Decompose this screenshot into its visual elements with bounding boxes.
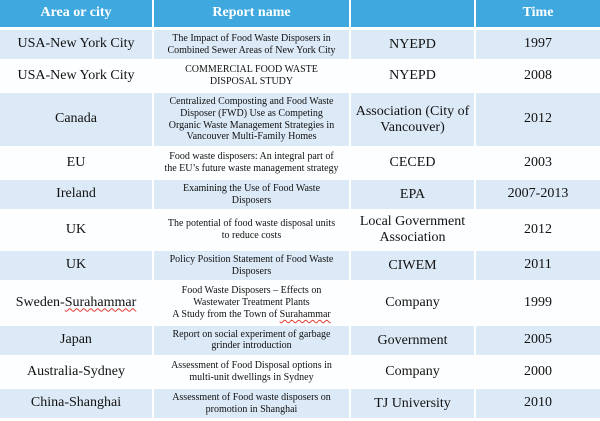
area-cell: UK	[0, 210, 154, 251]
organization-cell: NYEPD	[350, 28, 476, 62]
time-cell: 2012	[475, 210, 600, 251]
table-row: UK Policy Position Statement of Food Was…	[0, 249, 600, 283]
area-cell: Sweden-Surahammar	[0, 281, 154, 326]
col-header-organization	[350, 0, 476, 30]
area-cell: Ireland	[0, 178, 154, 212]
area-cell: USA-New York City	[0, 60, 154, 93]
time-cell: 2008	[475, 60, 600, 93]
time-cell: 2003	[475, 147, 600, 180]
table-row: Canada Centralized Composting and Food W…	[0, 91, 600, 149]
time-cell: 2009	[475, 419, 600, 421]
area-cell: China-Shanghai	[0, 387, 154, 421]
spellcheck-underline: Surahammar	[64, 294, 137, 310]
area-cell: Australia-Sydney	[0, 356, 154, 389]
report-name-cell: Assessment of Food waste disposers on pr…	[153, 387, 351, 421]
area-cell: Canada	[0, 91, 154, 149]
organization-cell: Association (City of Vancouver)	[350, 91, 476, 149]
organization-cell: CECED	[350, 147, 476, 180]
organization-cell: Government	[350, 324, 476, 358]
organization-cell: NYEPD	[350, 60, 476, 93]
organization-cell: EPA	[350, 178, 476, 212]
report-name-cell: Centralized Composting and Food Waste Di…	[153, 91, 351, 149]
organization-cell: Company	[350, 356, 476, 389]
organization-cell: Local Government Association	[350, 210, 476, 251]
area-cell: EU	[0, 147, 154, 180]
report-name-cell: Policy Position Statement of Food Waste …	[153, 249, 351, 283]
report-name-cell: Examining the Use of Food Waste Disposer…	[153, 178, 351, 212]
time-cell: 2011	[475, 249, 600, 283]
time-cell: 2005	[475, 324, 600, 358]
report-name-cell: Assessment of Food Disposal options in m…	[153, 356, 351, 389]
report-name-cell: Report on social experiment of garbage g…	[153, 324, 351, 358]
report-name-cell: The potential of food waste disposal uni…	[153, 210, 351, 251]
table-row: UK The potential of food waste disposal …	[0, 210, 600, 251]
col-header-area: Area or city	[0, 0, 154, 30]
time-cell: 2007-2013	[475, 178, 600, 212]
time-cell: 2000	[475, 356, 600, 389]
table-row: Ireland Examining the Use of Food Waste …	[0, 178, 600, 212]
time-cell: 1999	[475, 281, 600, 326]
report-name-cell: COMMERCIAL FOOD WASTE DISPOSAL STUDY	[153, 60, 351, 93]
table-header: Area or city Report name Time	[0, 0, 600, 30]
table-row: EU Food waste disposers: An integral par…	[0, 147, 600, 180]
organization-cell: TJ University	[350, 387, 476, 421]
area-cell: China-Ningbo	[0, 419, 154, 421]
spellcheck-underline: Surahammar	[279, 308, 331, 320]
area-cell: UK	[0, 249, 154, 283]
report-name-cell: Food waste disposers: An integral part o…	[153, 147, 351, 180]
header-row: Area or city Report name Time	[0, 0, 600, 30]
table-row: China-Shanghai Assessment of Food waste …	[0, 387, 600, 421]
time-cell: 2010	[475, 387, 600, 421]
table-row: USA-New York City COMMERCIAL FOOD WASTE …	[0, 60, 600, 93]
area-cell: Japan	[0, 324, 154, 358]
area-cell: USA-New York City	[0, 28, 154, 62]
table-row: Japan Report on social experiment of gar…	[0, 324, 600, 358]
table-row: China-Ningbo Impact of FWD on domestic w…	[0, 419, 600, 421]
time-cell: 1997	[475, 28, 600, 62]
table-row: Australia-Sydney Assessment of Food Disp…	[0, 356, 600, 389]
time-cell: 2012	[475, 91, 600, 149]
report-name-cell: Impact of FWD on domestic wastewater	[153, 419, 351, 421]
organization-cell: CIWEM	[350, 249, 476, 283]
report-name-cell: Food Waste Disposers – Effects on Wastew…	[153, 281, 351, 326]
report-name-cell: The Impact of Food Waste Disposers in Co…	[153, 28, 351, 62]
organization-cell: Company	[350, 281, 476, 326]
col-header-time: Time	[475, 0, 600, 30]
table-row: Sweden-Surahammar Food Waste Disposers –…	[0, 281, 600, 326]
table-body: USA-New York City The Impact of Food Was…	[0, 28, 600, 421]
organization-cell: Ningbo University	[350, 419, 476, 421]
col-header-report: Report name	[153, 0, 351, 30]
table-row: USA-New York City The Impact of Food Was…	[0, 28, 600, 62]
